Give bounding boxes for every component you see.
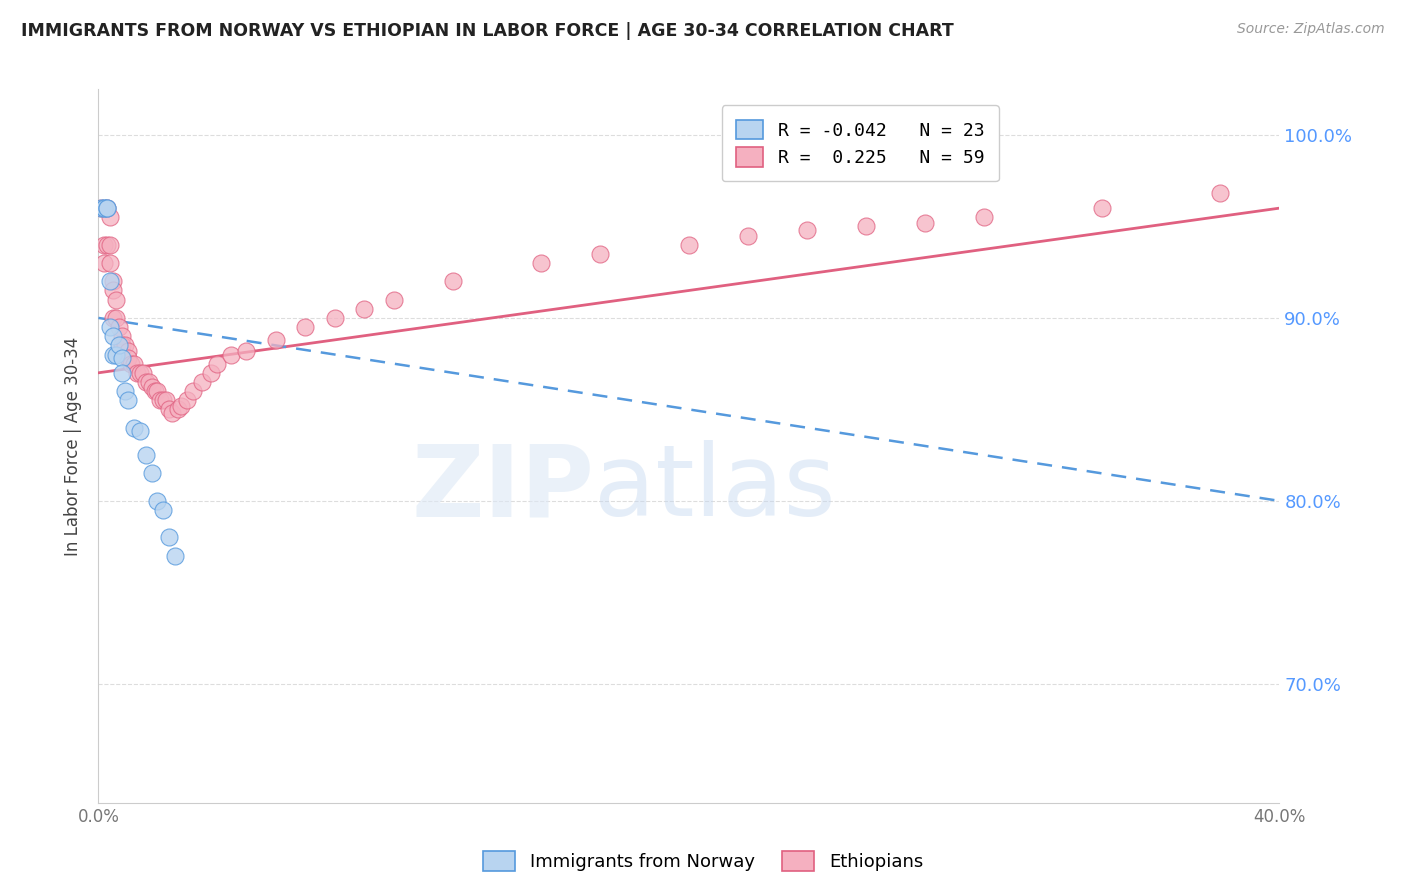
Point [152,393,174,408]
Point [125,366,148,380]
Point [264,333,287,347]
Point [108,320,131,334]
Point [973,211,995,225]
Point [157,402,180,417]
Point [93,201,115,215]
Point [111,338,134,352]
Point [132,366,155,380]
Point [1091,201,1114,215]
Point [167,402,190,417]
Point [162,406,183,420]
Point [128,425,150,439]
Point [93,237,115,252]
Point [128,366,150,380]
Point [111,366,134,380]
Point [90,201,112,215]
Point [143,384,166,398]
Point [353,301,375,316]
Text: IMMIGRANTS FROM NORWAY VS ETHIOPIAN IN LABOR FORCE | AGE 30-34 CORRELATION CHART: IMMIGRANTS FROM NORWAY VS ETHIOPIAN IN L… [21,22,953,40]
Point [103,284,125,298]
Point [149,393,172,408]
Point [98,256,121,270]
Point [796,223,818,237]
Text: atlas: atlas [595,441,837,537]
Point [914,216,936,230]
Text: Source: ZipAtlas.com: Source: ZipAtlas.com [1237,22,1385,37]
Point [737,228,759,243]
Point [103,347,125,361]
Point [146,494,169,508]
Text: ZIP: ZIP [412,441,595,537]
Point [855,219,877,234]
Point [141,467,163,481]
Point [111,351,134,366]
Point [219,347,242,361]
Point [117,343,139,358]
Point [96,201,118,215]
Point [294,320,316,334]
Point [105,293,128,307]
Point [98,274,121,288]
Point [114,384,136,398]
Point [141,380,163,394]
Point [96,237,118,252]
Point [98,211,121,225]
Point [98,320,121,334]
Point [589,247,612,261]
Point [96,201,118,215]
Point [105,347,128,361]
Point [157,531,180,545]
Point [103,274,125,288]
Point [155,393,177,408]
Point [1209,186,1232,201]
Point [678,237,700,252]
Point [530,256,553,270]
Point [146,384,169,398]
Point [103,310,125,325]
Point [108,338,131,352]
Point [152,503,174,517]
Point [111,329,134,343]
Point [382,293,405,307]
Point [105,310,128,325]
Y-axis label: In Labor Force | Age 30-34: In Labor Force | Age 30-34 [65,336,83,556]
Point [323,310,346,325]
Point [93,256,115,270]
Legend: R = -0.042   N = 23, R =  0.225   N = 59: R = -0.042 N = 23, R = 0.225 N = 59 [721,105,998,181]
Point [114,338,136,352]
Point [191,375,214,389]
Point [122,420,145,434]
Point [120,357,142,371]
Point [135,448,157,462]
Point [103,329,125,343]
Point [117,393,139,408]
Point [90,201,112,215]
Point [135,375,157,389]
Point [205,357,228,371]
Point [200,366,222,380]
Point [117,351,139,366]
Point [138,375,160,389]
Point [96,201,118,215]
Point [176,393,198,408]
Point [165,549,187,563]
Point [235,343,257,358]
Point [170,399,193,413]
Legend: Immigrants from Norway, Ethiopians: Immigrants from Norway, Ethiopians [475,844,931,879]
Point [93,201,115,215]
Point [122,357,145,371]
Point [441,274,464,288]
Point [181,384,204,398]
Point [98,237,121,252]
